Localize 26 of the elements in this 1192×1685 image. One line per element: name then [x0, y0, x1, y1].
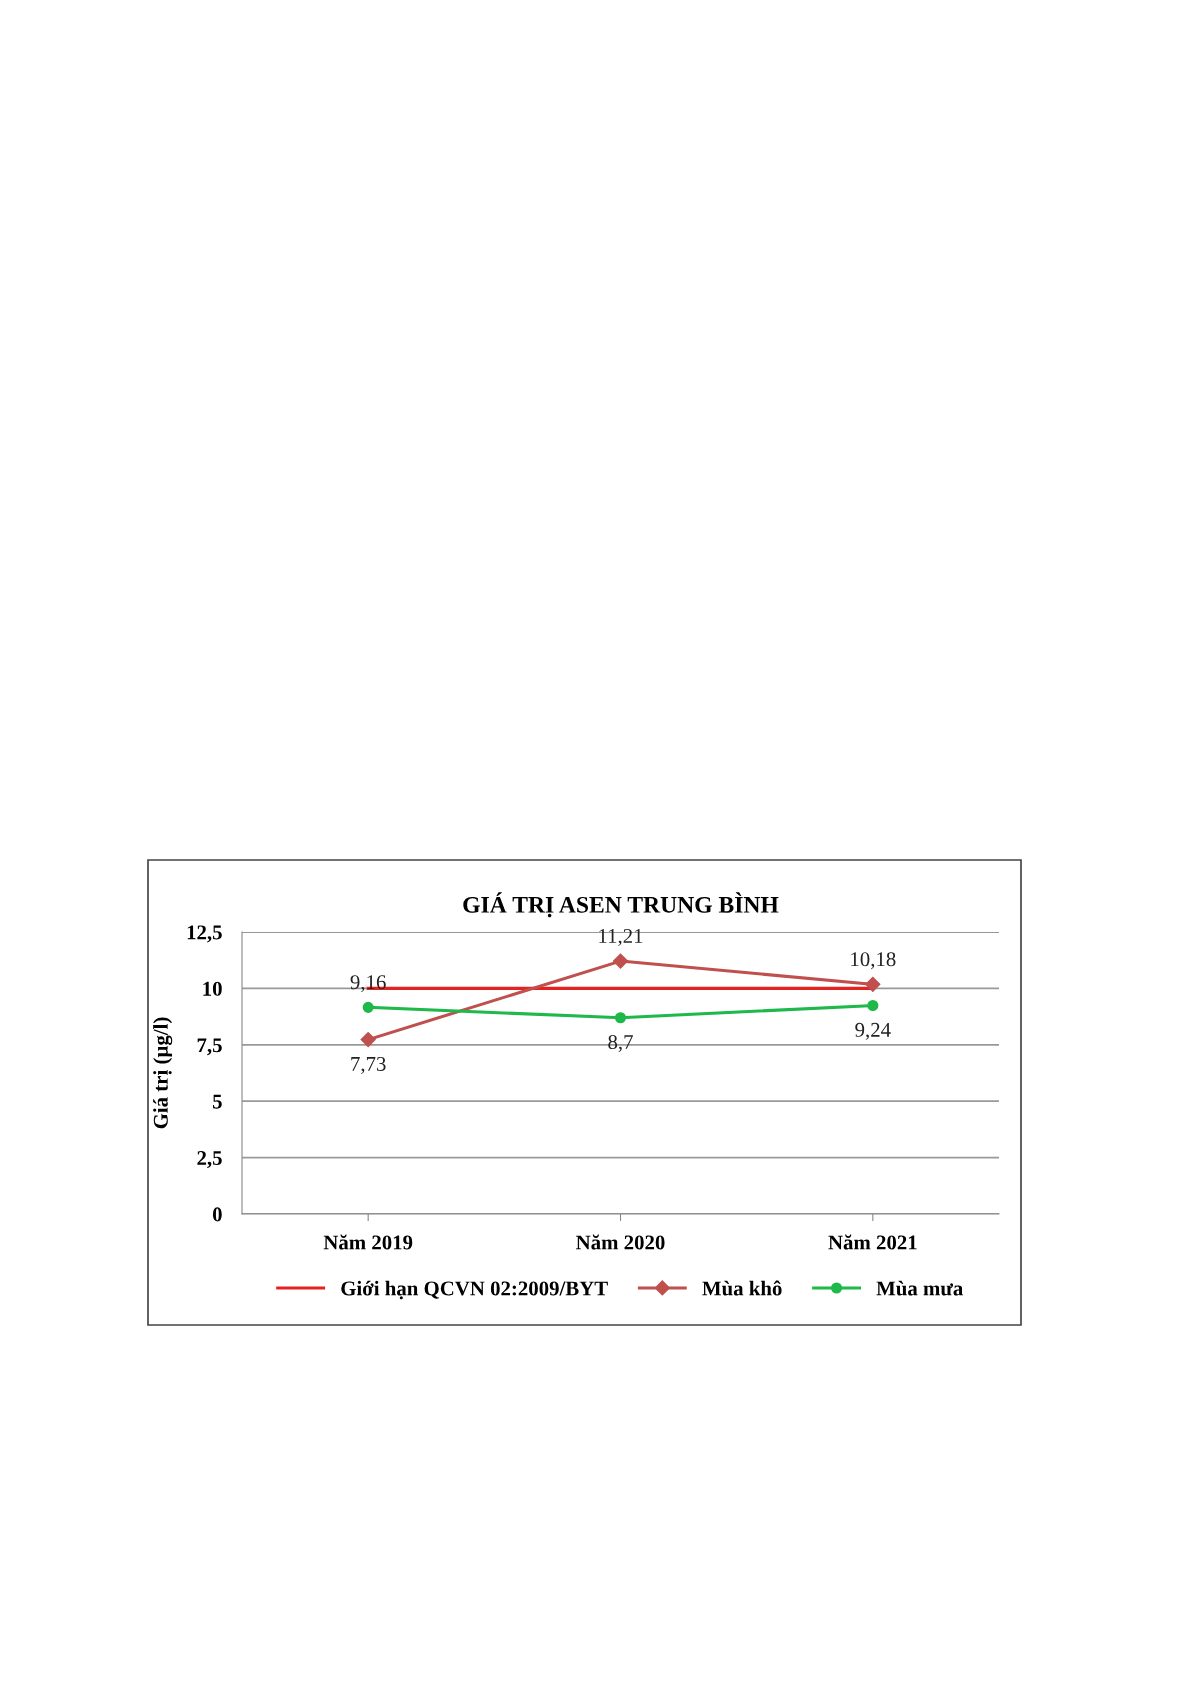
point — [360, 1032, 376, 1048]
legend-label: Mùa khô — [702, 1280, 782, 1296]
point — [865, 976, 881, 992]
y-tick-label: 12,5 — [187, 925, 222, 943]
x-tick-label: Năm 2020 — [576, 1234, 665, 1250]
data-label: 9,16 — [350, 975, 386, 993]
y-tick-label: 5 — [212, 1094, 222, 1109]
point — [867, 999, 879, 1012]
chart-title: GIÁ TRỊ ASEN TRUNG BÌNH — [463, 892, 779, 918]
data-label: 9,24 — [855, 1022, 891, 1040]
legend-label: Giới hạn QCVN 02:2009/BYT — [341, 1280, 608, 1300]
y-tick-label: 7,5 — [197, 1038, 222, 1056]
data-label: 7,73 — [351, 1056, 386, 1074]
point — [614, 1012, 627, 1024]
x-tick-label: Năm 2021 — [828, 1234, 917, 1250]
legend-label: Mùa mưa — [876, 1280, 963, 1296]
x-tick-label: Năm 2019 — [323, 1234, 413, 1250]
y-tick-label: 0 — [212, 1207, 222, 1222]
data-label: 10,18 — [851, 952, 896, 970]
data-label: 8,7 — [608, 1035, 633, 1053]
y-tick-label: 10 — [203, 981, 222, 996]
y-tick-label: 2,5 — [197, 1151, 222, 1169]
y-axis-title: Giá trị (µg/l) — [153, 1017, 173, 1129]
data-label: 11,21 — [599, 928, 643, 946]
point — [362, 1001, 374, 1013]
point — [612, 953, 629, 969]
